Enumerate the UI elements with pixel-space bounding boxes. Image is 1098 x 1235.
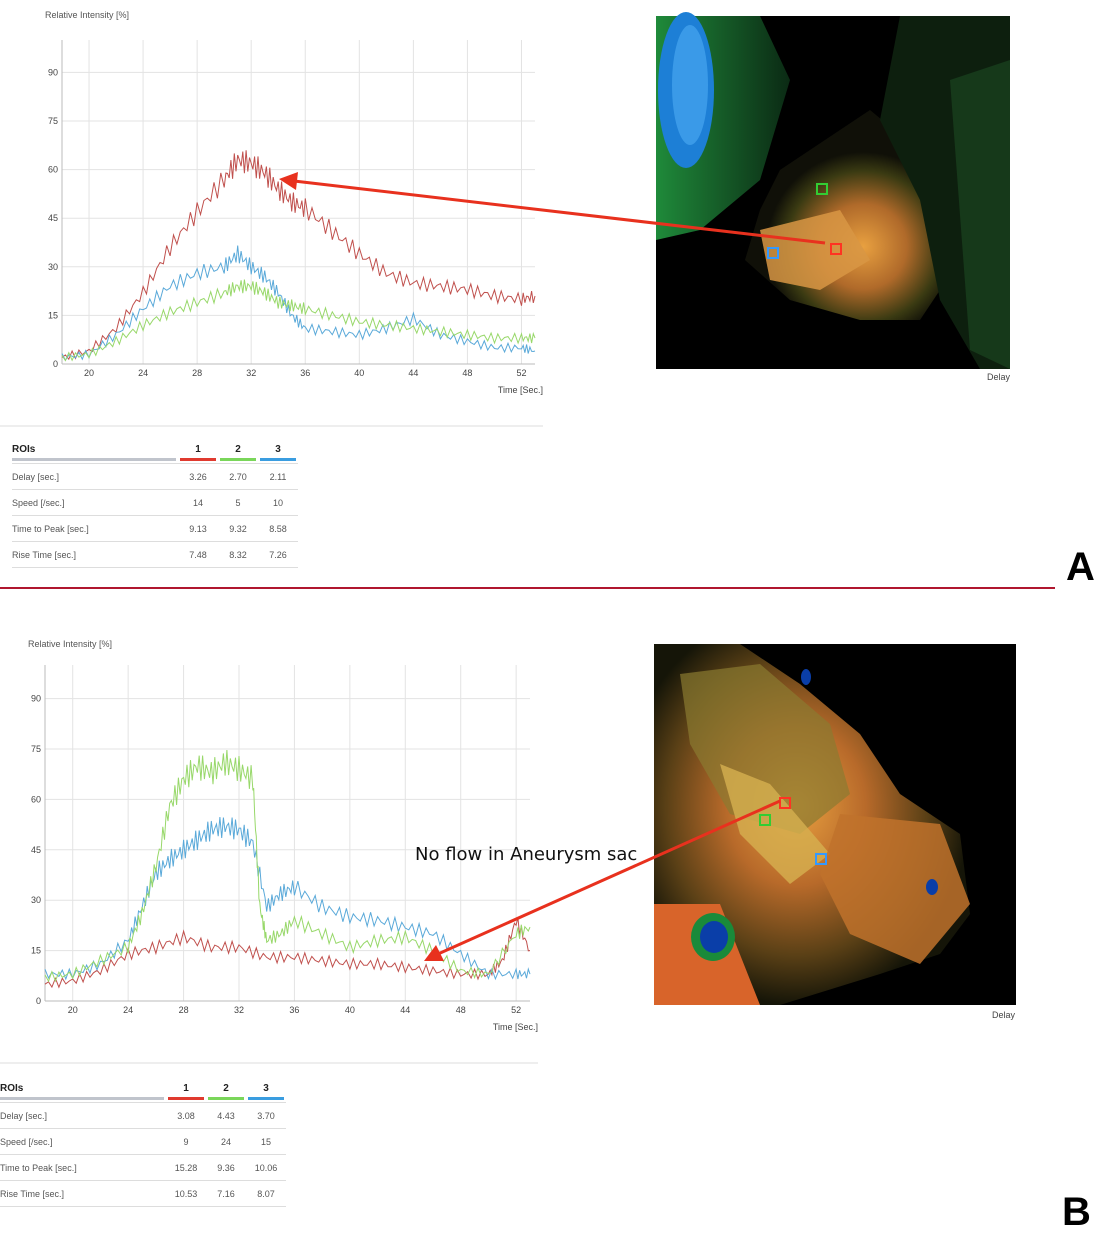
x-tick-label: 24: [138, 368, 148, 378]
x-tick-label: 36: [289, 1005, 299, 1015]
annotation-arrow-b: [424, 799, 781, 961]
y-tick-label: 30: [31, 895, 41, 905]
panel-a: Relative Intensity [%] 20 24 28 32 36 40 44 48 5…: [0, 0, 1098, 614]
x-tick-label: 32: [246, 368, 256, 378]
x-axis-title: Time [Sec.]: [493, 1022, 538, 1032]
annotation-text: No flow in Aneurysm sac: [415, 844, 637, 865]
x-tick-label: 28: [179, 1005, 189, 1015]
panel-b: Relative Intensity [%] 20 24 28 32 36 40 44 48 5…: [0, 614, 1098, 1234]
y-tick-label: 45: [31, 845, 41, 855]
roi-table-b: ROIs 1 2 3 Delay [sec.] 3.08 4.43 3.70 S…: [0, 1080, 286, 1207]
table-row: Time to Peak [sec.] 9.13 9.32 8.58: [12, 515, 298, 542]
roi-table-a: ROIs 1 2 3 Delay [sec.] 3.26 2.70 2.11 S…: [12, 441, 298, 568]
heatmap-label-a: Delay: [987, 372, 1011, 382]
y-tick-label: 0: [53, 359, 58, 369]
roi-col-1: 1: [178, 441, 218, 464]
x-tick-label: 44: [408, 368, 418, 378]
roi-marker: [815, 853, 827, 865]
y-tick-label: 75: [48, 116, 58, 126]
x-tick-label: 40: [354, 368, 364, 378]
y-tick-label: 60: [31, 794, 41, 804]
table-row: Speed [/sec.] 9 24 15: [0, 1128, 286, 1155]
series-line-2: [61, 245, 536, 362]
y-tick-label: 90: [31, 694, 41, 704]
table-row: Delay [sec.] 3.26 2.70 2.11: [12, 463, 298, 490]
annotation-arrow-a: [279, 172, 826, 245]
y-tick-label: 15: [31, 946, 41, 956]
roi-header: ROIs: [12, 441, 178, 464]
x-tick-label: 32: [234, 1005, 244, 1015]
roi-col-3: 3: [246, 1080, 286, 1103]
x-axis-title: Time [Sec.]: [498, 385, 543, 395]
y-tick-label: 30: [48, 262, 58, 272]
series-line-3: [61, 279, 536, 362]
heatmap-label-b: Delay: [992, 1010, 1016, 1020]
roi-marker: [816, 183, 828, 195]
x-tick-label: 48: [456, 1005, 466, 1015]
y-tick-label: 60: [48, 165, 58, 175]
table-row: Speed [/sec.] 14 5 10: [12, 489, 298, 516]
panel-label-a: A: [1066, 545, 1095, 589]
y-tick-label: 0: [36, 996, 41, 1006]
series-line-1: [61, 150, 536, 361]
panel-label-b: B: [1062, 1190, 1091, 1234]
x-tick-label: 48: [462, 368, 472, 378]
x-tick-label: 24: [123, 1005, 133, 1015]
y-axis-title: Relative Intensity [%]: [28, 639, 112, 649]
table-row: Time to Peak [sec.] 15.28 9.36 10.06: [0, 1154, 286, 1181]
panel-divider: [0, 587, 1055, 589]
y-tick-label: 45: [48, 213, 58, 223]
x-tick-label: 52: [516, 368, 526, 378]
y-tick-label: 15: [48, 310, 58, 320]
x-tick-label: 28: [192, 368, 202, 378]
table-row: Rise Time [sec.] 10.53 7.16 8.07: [0, 1180, 286, 1207]
roi-marker: [759, 814, 771, 826]
roi-col-1: 1: [166, 1080, 206, 1103]
roi-marker: [779, 797, 791, 809]
roi-marker: [767, 247, 779, 259]
roi-col-2: 2: [206, 1080, 246, 1103]
roi-header: ROIs: [0, 1080, 166, 1103]
table-row: Rise Time [sec.] 7.48 8.32 7.26: [12, 541, 298, 568]
y-tick-label: 75: [31, 744, 41, 754]
series-line-3: [44, 749, 531, 983]
y-axis-title: Relative Intensity [%]: [45, 10, 129, 20]
roi-col-2: 2: [218, 441, 258, 464]
table-row: Delay [sec.] 3.08 4.43 3.70: [0, 1102, 286, 1129]
x-tick-label: 44: [400, 1005, 410, 1015]
x-tick-label: 52: [511, 1005, 521, 1015]
x-tick-label: 40: [345, 1005, 355, 1015]
y-tick-label: 90: [48, 67, 58, 77]
x-tick-label: 20: [84, 368, 94, 378]
roi-marker: [830, 243, 842, 255]
roi-col-3: 3: [258, 441, 298, 464]
heatmap-image-a: [656, 12, 1010, 369]
x-tick-label: 36: [300, 368, 310, 378]
chart-a: Relative Intensity [%] 20 24 28 32 36 40 44 48 5…: [0, 10, 1011, 427]
heatmap-image-b: [654, 644, 1016, 1005]
chart-b: Relative Intensity [%] 20 24 28 32 36 40 44 48 5…: [0, 639, 1016, 1064]
x-tick-label: 20: [68, 1005, 78, 1015]
